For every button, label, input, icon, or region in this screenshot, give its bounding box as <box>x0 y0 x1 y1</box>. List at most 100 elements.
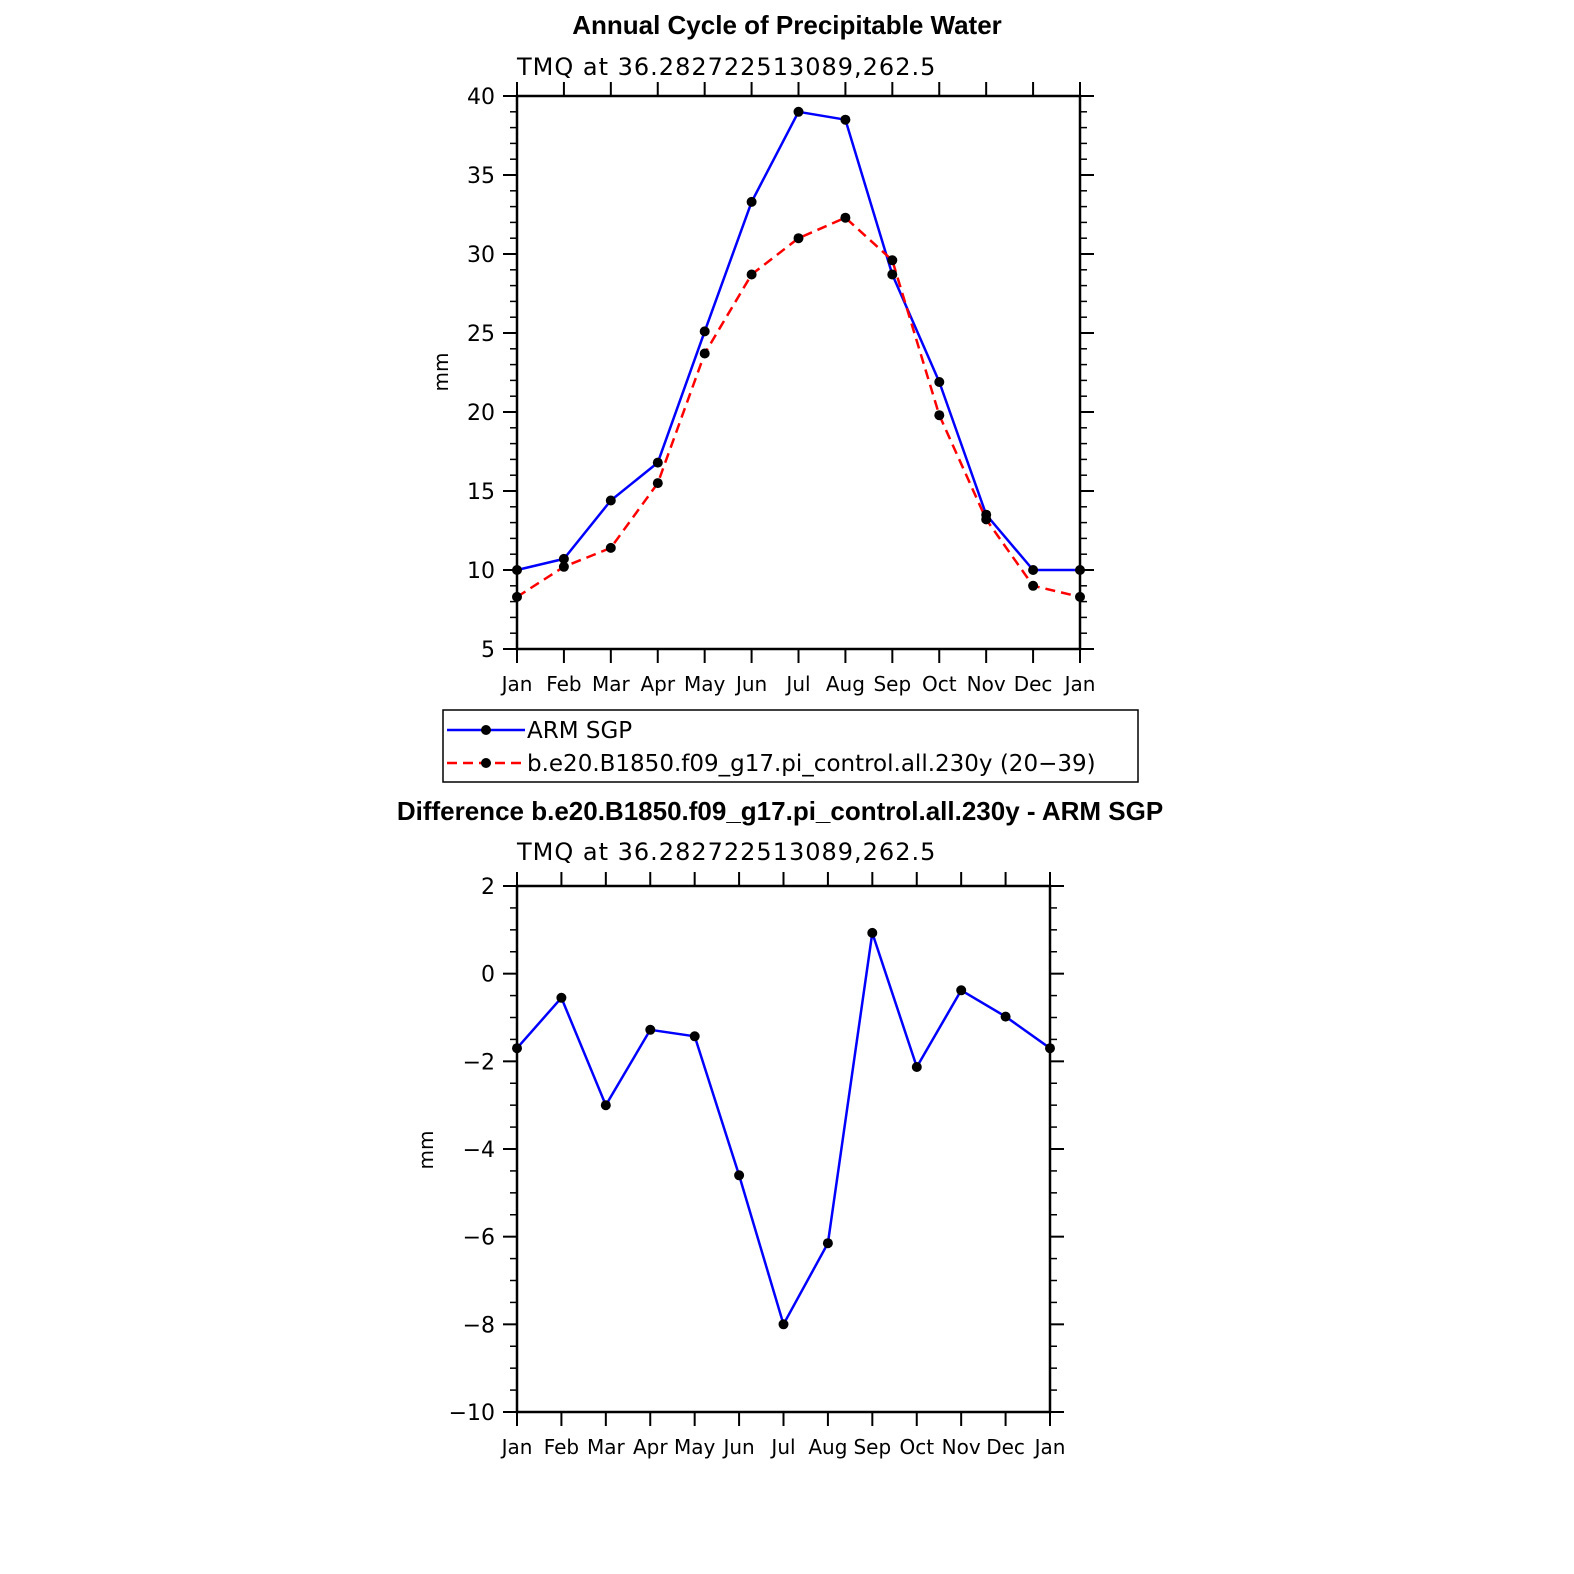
chart2-ytick-label: 2 <box>481 875 495 900</box>
chart2-series-0-point <box>1045 1043 1055 1054</box>
chart1-xtick-label: Mar <box>592 672 631 696</box>
chart1-series-0-point <box>793 106 804 117</box>
chart2-xtick-label: May <box>674 1435 716 1459</box>
chart2-ytick-label: 0 <box>481 963 495 988</box>
chart1-xtick-label: May <box>684 672 726 696</box>
chart1-ytick-label: 5 <box>481 638 495 663</box>
chart-annual-cycle: Annual Cycle of Precipitable Water TMQ a… <box>429 10 1139 783</box>
chart2-xtick-label: Feb <box>544 1435 579 1459</box>
chart1-series-1-point <box>605 542 616 553</box>
legend-marker-model <box>481 758 491 768</box>
chart2-series-0-point <box>556 992 567 1003</box>
chart1-ytick-label: 15 <box>467 480 495 505</box>
chart2-plot-frame <box>515 884 1052 1414</box>
chart1-xtick-label: Jan <box>500 672 533 696</box>
chart1-series-1-point <box>558 561 569 572</box>
chart1-ytick-label: 25 <box>467 322 495 347</box>
chart2-series-0-point <box>512 1043 522 1054</box>
legend-label-model: b.e20.B1850.f09_g17.pi_control.all.230y … <box>527 751 1096 777</box>
chart2-ytick-label: −8 <box>463 1313 495 1338</box>
legend-marker-arm-sgp <box>481 725 491 735</box>
chart2-xtick-label: Jan <box>1033 1435 1066 1459</box>
chart2-xtick-label: Jul <box>769 1435 795 1459</box>
chart1-series-1-point <box>652 478 663 489</box>
chart2-xtick-label: Dec <box>986 1435 1025 1459</box>
chart1-series-0-point <box>699 326 710 337</box>
chart2-xtick-label: Nov <box>942 1435 981 1459</box>
chart2-series-0-point <box>600 1100 611 1111</box>
chart1-ytick-label: 10 <box>467 559 495 584</box>
chart1-xtick-label: Oct <box>922 672 957 696</box>
chart1-axes: 5 10 15 20 25 30 35 40 Jan Feb Mar Apr May Jun Jul Aug S… <box>467 82 1095 696</box>
chart1-xtick-label: Dec <box>1014 672 1053 696</box>
chart1-series-0-line <box>516 110 1080 572</box>
legend: ARM SGP b.e20.B1850.f09_g17.pi_control.a… <box>442 709 1139 783</box>
chart1-series-0-point <box>605 495 616 506</box>
chart1-marks <box>512 106 1085 602</box>
chart1-series-1-point <box>512 591 522 602</box>
chart1-series-1-line <box>516 216 1081 599</box>
chart2-ylabel: mm <box>414 1131 438 1170</box>
chart1-series-0-point <box>934 377 945 387</box>
chart1-series-1-point <box>840 212 851 223</box>
chart2-series-0-point <box>911 1062 922 1072</box>
chart2-series-0-point <box>734 1170 745 1181</box>
chart1-series-1-point <box>981 514 992 525</box>
chart1-series-0-point <box>652 457 663 468</box>
chart1-series-0-point <box>887 269 898 280</box>
legend-box <box>442 709 1139 783</box>
chart2-xtick-label: Apr <box>633 1435 668 1459</box>
chart2-title: Difference b.e20.B1850.f09_g17.pi_contro… <box>397 796 1163 826</box>
chart1-xtick-label: Sep <box>873 672 911 696</box>
chart2-series-0-point <box>1000 1011 1011 1022</box>
chart2-series-0-point <box>822 1238 833 1249</box>
chart1-series-1-point <box>1028 580 1039 591</box>
chart2-xtick-label: Sep <box>853 1435 891 1459</box>
chart2-ytick-label: −2 <box>463 1050 495 1075</box>
chart1-series-0-point <box>840 114 851 125</box>
chart1-series-0-point <box>746 196 757 207</box>
chart2-xtick-label: Oct <box>899 1435 934 1459</box>
chart1-xtick-label: Jun <box>734 672 767 696</box>
chart1-ylabel: mm <box>429 353 453 392</box>
chart1-xtick-label: Aug <box>826 672 865 696</box>
chart1-series-0-point <box>1075 565 1085 575</box>
chart1-subtitle: TMQ at 36.282722513089,262.5 <box>516 53 936 81</box>
chart1-xtick-label: Jul <box>784 672 810 696</box>
chart2-series-0-point <box>689 1031 700 1042</box>
chart2-series-0-point <box>778 1319 789 1330</box>
chart1-ytick-label: 40 <box>467 85 495 110</box>
chart1-ytick-label: 35 <box>467 164 495 189</box>
chart2-axes: −10 −8 −6 −4 −2 0 2 Jan Feb Mar Apr May Jun Jul Aug Sep… <box>449 872 1066 1459</box>
chart2-series-0-point <box>645 1024 656 1035</box>
chart1-series-1-point <box>699 348 710 359</box>
chart1-series-1-point <box>934 410 945 421</box>
chart1-plot-frame <box>515 94 1082 651</box>
chart-difference: Difference b.e20.B1850.f09_g17.pi_contro… <box>397 796 1163 1459</box>
chart2-series-0-point <box>867 927 878 938</box>
chart1-series-1-point <box>1075 591 1085 602</box>
chart2-xtick-label: Mar <box>587 1435 626 1459</box>
chart2-marks <box>512 927 1055 1330</box>
chart2-ytick-label: −10 <box>449 1401 495 1426</box>
chart1-xtick-label: Nov <box>967 672 1006 696</box>
chart1-title: Annual Cycle of Precipitable Water <box>572 10 1002 40</box>
chart2-xtick-label: Jun <box>721 1435 754 1459</box>
chart2-xtick-label: Jan <box>500 1435 533 1459</box>
chart2-series-0-line <box>516 931 1051 1326</box>
chart1-series-1-point <box>793 233 804 244</box>
chart2-subtitle: TMQ at 36.282722513089,262.5 <box>516 838 936 866</box>
chart2-series-0-point <box>956 985 967 996</box>
chart2-ytick-label: −6 <box>463 1226 495 1251</box>
chart1-series-1-point <box>746 269 757 280</box>
chart1-xtick-label: Feb <box>546 672 581 696</box>
chart1-series-0-point <box>1028 565 1039 575</box>
legend-label-arm-sgp: ARM SGP <box>527 718 632 744</box>
chart1-series-1-point <box>887 255 898 266</box>
chart2-xtick-label: Aug <box>808 1435 847 1459</box>
chart1-xtick-label: Apr <box>640 672 675 696</box>
chart1-xtick-label: Jan <box>1063 672 1096 696</box>
chart1-series-0-point <box>558 553 569 564</box>
chart1-series-0-point <box>512 565 522 575</box>
